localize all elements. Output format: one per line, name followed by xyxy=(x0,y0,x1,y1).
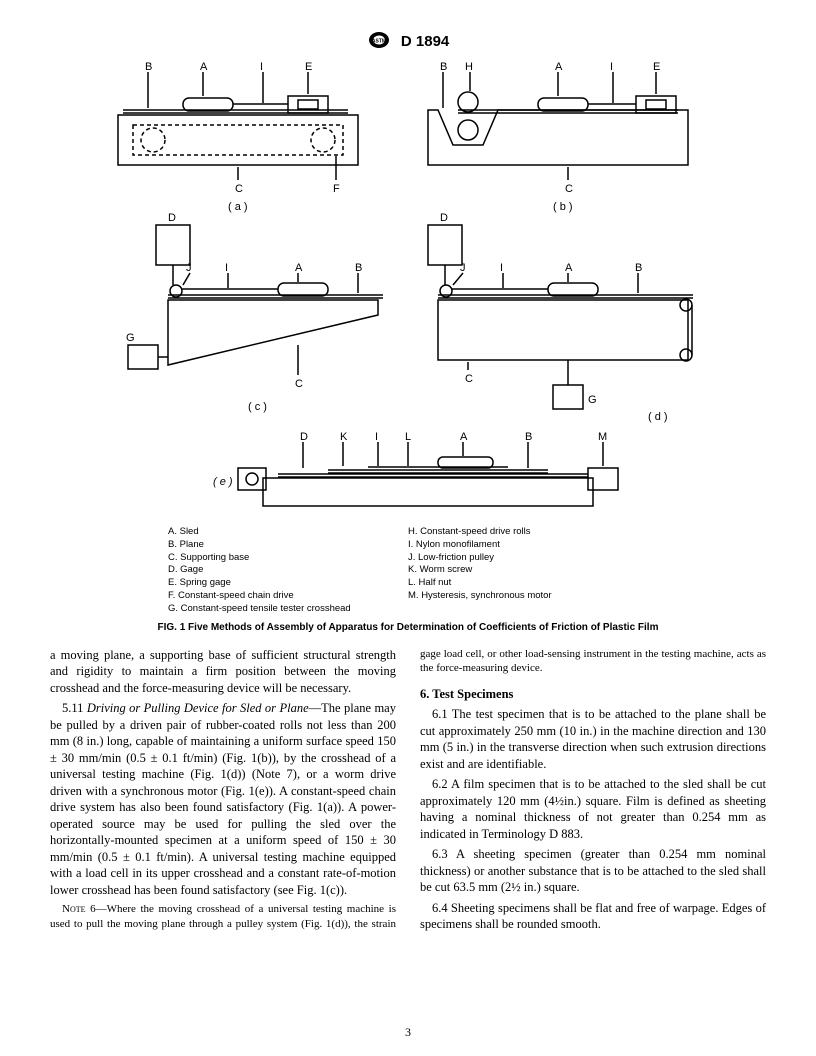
svg-text:E: E xyxy=(305,61,312,73)
legend-item: F. Constant-speed chain drive xyxy=(168,590,408,603)
svg-text:A: A xyxy=(200,61,208,73)
astm-logo-icon: ASTM xyxy=(367,30,391,54)
legend-item: I. Nylon monofilament xyxy=(408,539,648,552)
svg-text:C: C xyxy=(465,373,473,385)
svg-text:K: K xyxy=(340,431,348,443)
legend-item: K. Worm screw xyxy=(408,564,648,577)
panel-d: D J I A B C G ( d ) xyxy=(428,212,693,423)
svg-text:J: J xyxy=(186,262,192,274)
svg-text:B: B xyxy=(635,262,642,274)
svg-text:C: C xyxy=(295,378,303,390)
figure-1: B A I E C F ( a ) xyxy=(88,60,728,633)
svg-text:E: E xyxy=(653,61,660,73)
svg-text:I: I xyxy=(500,262,503,274)
svg-text:B: B xyxy=(145,61,152,73)
legend-item: M. Hysteresis, synchronous motor xyxy=(408,590,648,603)
svg-text:B: B xyxy=(440,61,447,73)
svg-text:I: I xyxy=(375,431,378,443)
svg-text:I: I xyxy=(610,61,613,73)
svg-text:A: A xyxy=(555,61,563,73)
panel-c: D J I A B G C ( c ) xyxy=(126,212,383,413)
clause-title: Driving or Pulling Device for Sled or Pl… xyxy=(87,701,309,715)
legend-item: J. Low-friction pulley xyxy=(408,552,648,565)
clause-number: 5.11 xyxy=(62,701,87,715)
panel-b: B H A I E C ( b ) xyxy=(428,61,688,213)
svg-text:A: A xyxy=(460,431,468,443)
legend-item: E. Spring gage xyxy=(168,577,408,590)
legend-item: L. Half nut xyxy=(408,577,648,590)
panel-e: D K I L A B M ( e ) xyxy=(213,431,618,506)
svg-text:( b ): ( b ) xyxy=(553,201,573,213)
svg-text:M: M xyxy=(598,431,607,443)
legend-left-column: A. Sled B. Plane C. Supporting base D. G… xyxy=(168,526,408,616)
paragraph: 6.2 A film specimen that is to be attach… xyxy=(420,776,766,842)
panel-a: B A I E C F ( a ) xyxy=(118,61,358,213)
svg-text:B: B xyxy=(355,262,362,274)
svg-text:D: D xyxy=(440,212,448,224)
svg-text:( a ): ( a ) xyxy=(228,201,248,213)
paragraph: 6.4 Sheeting specimens shall be flat and… xyxy=(420,900,766,933)
svg-text:A: A xyxy=(295,262,303,274)
svg-text:( d ): ( d ) xyxy=(648,411,668,423)
svg-text:C: C xyxy=(565,183,573,195)
body-text: a moving plane, a supporting base of suf… xyxy=(50,647,766,934)
legend-item: H. Constant-speed drive rolls xyxy=(408,526,648,539)
paragraph: a moving plane, a supporting base of suf… xyxy=(50,647,396,697)
svg-text:A: A xyxy=(565,262,573,274)
page-number: 3 xyxy=(0,1025,816,1040)
legend-right-column: H. Constant-speed drive rolls I. Nylon m… xyxy=(408,526,648,616)
svg-text:D: D xyxy=(168,212,176,224)
svg-text:C: C xyxy=(235,183,243,195)
note-label: Note 6 xyxy=(62,903,96,915)
svg-text:( c ): ( c ) xyxy=(248,401,267,413)
svg-text:F: F xyxy=(333,183,340,195)
svg-text:G: G xyxy=(588,394,597,406)
paragraph: 6.1 The test specimen that is to be atta… xyxy=(420,706,766,772)
svg-text:H: H xyxy=(465,61,473,73)
clause-text: —The plane may be pulled by a driven pai… xyxy=(50,701,396,897)
figure-legend: A. Sled B. Plane C. Supporting base D. G… xyxy=(168,526,648,616)
document-id: D 1894 xyxy=(401,33,449,50)
svg-text:J: J xyxy=(460,262,466,274)
legend-item: C. Supporting base xyxy=(168,552,408,565)
svg-text:G: G xyxy=(126,332,135,344)
svg-text:( e ): ( e ) xyxy=(213,476,233,488)
paragraph: 5.11 Driving or Pulling Device for Sled … xyxy=(50,700,396,898)
legend-item: A. Sled xyxy=(168,526,408,539)
figure-1-svg: B A I E C F ( a ) xyxy=(88,60,728,520)
figure-caption: FIG. 1 Five Methods of Assembly of Appar… xyxy=(88,622,728,633)
svg-text:D: D xyxy=(300,431,308,443)
svg-text:I: I xyxy=(260,61,263,73)
svg-text:L: L xyxy=(405,431,411,443)
svg-text:ASTM: ASTM xyxy=(372,39,386,45)
legend-item: G. Constant-speed tensile tester crosshe… xyxy=(168,603,408,616)
document-header: ASTM D 1894 xyxy=(50,30,766,54)
legend-item: D. Gage xyxy=(168,564,408,577)
svg-text:I: I xyxy=(225,262,228,274)
paragraph: 6.3 A sheeting specimen (greater than 0.… xyxy=(420,846,766,896)
section-6-heading: 6. Test Specimens xyxy=(420,686,766,703)
legend-item: B. Plane xyxy=(168,539,408,552)
svg-text:B: B xyxy=(525,431,532,443)
